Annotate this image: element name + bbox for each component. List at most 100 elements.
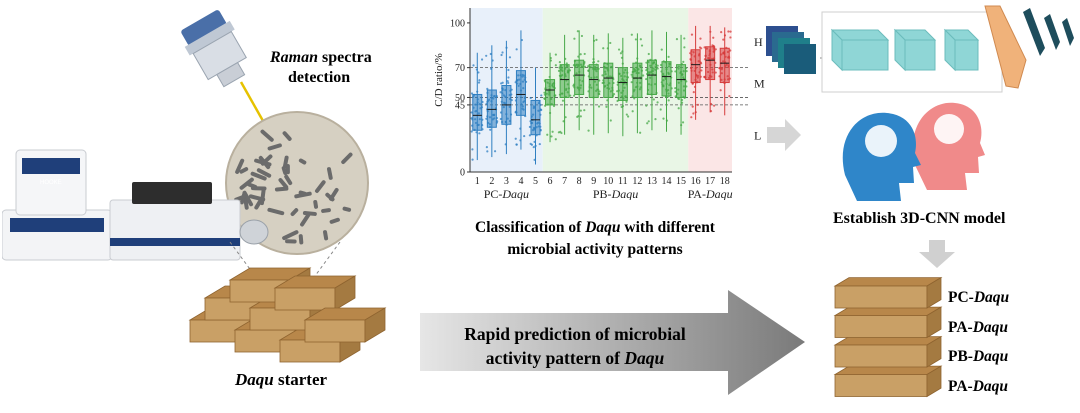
x-tick-label: 9 [591,176,596,187]
prediction-label: PA-Daqu [948,377,1009,395]
box [559,64,570,98]
box [661,61,672,97]
level-label: L [754,129,761,143]
data-point [538,142,541,146]
data-point [530,143,534,146]
data-point [681,121,685,124]
box [646,59,657,95]
data-point [597,105,601,108]
data-point [654,118,657,121]
instrument-badge: HOOKE [40,180,62,186]
data-point [692,91,695,94]
group-label: PB-Daqu [593,187,638,200]
raman-spectrometer [2,149,269,261]
microbe-rod [254,158,272,167]
x-tick-label: 15 [676,176,686,187]
data-point [595,38,598,41]
prediction-arrow [420,290,805,395]
x-tick-label: 12 [632,176,642,187]
data-point [728,95,731,98]
data-point [652,98,655,101]
data-point [528,134,531,137]
y-tick-label: 100 [450,18,465,29]
data-point [587,129,590,132]
data-point [609,41,612,45]
microbe-rod [298,190,307,196]
data-point [551,130,554,133]
y-tick-label: 50 [455,93,465,104]
input-volume-icon [766,26,816,74]
data-point [692,112,695,115]
data-point [485,54,488,57]
data-point [698,46,702,49]
data-point [478,132,481,135]
data-point [674,87,677,90]
data-point [719,89,722,92]
data-point [625,100,628,103]
microbe-rod [278,178,289,189]
microbe-rod [342,206,352,212]
data-point [677,107,680,110]
data-point [560,131,563,135]
data-point [506,80,509,83]
data-point [507,76,510,79]
level-label: M [754,77,765,91]
cnn-architecture [766,5,1074,93]
raman-probe-icon [181,10,247,88]
data-point [699,37,702,40]
box [545,79,556,106]
microbe-rod [267,143,282,151]
data-point [713,104,716,107]
data-point [617,48,621,51]
microbe-rod [239,177,254,190]
level-label: H [754,35,763,49]
predicted-daqu-stack [833,276,943,398]
prediction-arrow-text: Rapid prediction of microbial activity p… [464,324,686,368]
zoom-lines [229,241,341,277]
data-point [501,51,504,54]
microbe-rod [341,152,353,165]
microbe-rod [282,131,292,141]
x-tick-label: 3 [504,176,509,187]
data-point [554,64,557,67]
ai-brain-heads-icon [842,102,985,201]
x-tick-label: 17 [705,176,715,187]
daqu-starter-label: Daqu starter [235,370,328,389]
prediction-list: PC-Daqu PA-Daqu PB-Daqu PA-Daqu [948,283,1058,401]
data-point [501,81,504,84]
data-point [540,108,543,112]
data-point [667,99,670,102]
box [574,59,585,95]
chart-caption: Classification of Daqu with different mi… [475,219,715,258]
data-point [471,158,474,161]
x-tick-label: 14 [662,176,672,187]
data-point [645,77,648,81]
data-point [561,99,565,102]
data-point [515,48,518,51]
model-label: Establish 3D-CNN model [833,210,1006,227]
x-tick-label: 13 [647,176,657,187]
data-point [645,104,648,107]
data-point [677,97,681,101]
predicted-daqu-block [833,365,943,398]
data-point [583,65,586,68]
data-point [546,133,549,136]
data-point [480,58,484,61]
data-point [580,34,584,38]
data-point [554,53,557,56]
data-point [700,69,703,72]
x-tick-label: 16 [691,176,701,187]
data-point [612,92,616,96]
data-point [729,30,732,33]
box [690,49,701,84]
x-tick-label: 7 [562,176,567,187]
data-point [579,115,582,118]
x-tick-label: 6 [548,176,553,187]
data-point [631,110,634,113]
prediction-label: PA-Daqu [948,318,1009,336]
x-tick-label: 8 [577,176,582,187]
data-point [543,91,546,94]
data-point [627,115,630,118]
box [676,64,687,98]
data-point [485,146,488,149]
